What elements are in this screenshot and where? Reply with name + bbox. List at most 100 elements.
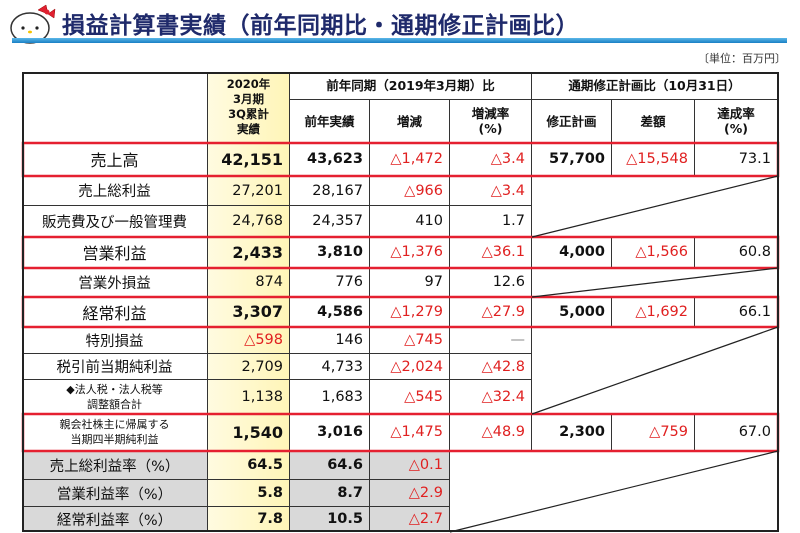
- row-value: △2.9: [370, 480, 450, 507]
- header-col-text: 増減: [396, 113, 422, 129]
- row-value: 24,768: [208, 206, 290, 237]
- row-value: △745: [370, 327, 450, 354]
- row-value-text: △1,376: [390, 244, 443, 260]
- row-value-text: △0.1: [408, 457, 443, 473]
- title-underline: [12, 38, 787, 43]
- row-value: 4,733: [290, 354, 370, 380]
- row-value: 28,167: [290, 176, 370, 206]
- row-value-text: 66.1: [738, 303, 771, 320]
- row-value-text: △2.9: [408, 485, 443, 501]
- row-value-text: 1,683: [321, 388, 363, 405]
- row-value: △3.4: [450, 176, 532, 206]
- row-value-text: 24,768: [232, 213, 283, 229]
- row-value-text: △32.4: [481, 388, 525, 405]
- row-label: 特別損益: [22, 327, 208, 354]
- row-label-text: 営業利益率（%）: [56, 486, 173, 503]
- row-value-text: 1,138: [241, 388, 283, 405]
- row-value: 10.5: [290, 507, 370, 532]
- row-value-text: 60.8: [738, 244, 771, 260]
- row-value-text: 97: [424, 274, 443, 290]
- row-value: 3,307: [208, 297, 290, 327]
- header-col-text: 修正計画: [546, 113, 597, 129]
- row-label-text: 売上総利益: [78, 184, 151, 200]
- row-value-text: 64.5: [247, 457, 283, 473]
- row-value-text: 5.8: [257, 485, 283, 501]
- row-value-text: 10.5: [327, 511, 363, 527]
- row-value-text: △759: [649, 424, 688, 440]
- row-value: 64.5: [208, 451, 290, 480]
- row-value-text: △42.8: [481, 358, 525, 375]
- row-value: 42,151: [208, 143, 290, 176]
- row-value-text: 1,540: [232, 422, 283, 442]
- row-label-text: 経常利益率（%）: [56, 512, 173, 529]
- row-value-text: △1,566: [635, 244, 688, 260]
- row-value: 2,709: [208, 354, 290, 380]
- blank-diagonal: [531, 326, 779, 415]
- row-value-text: 73.1: [738, 151, 771, 167]
- row-value: △966: [370, 176, 450, 206]
- row-value-text: △27.9: [481, 303, 525, 320]
- row-value-text: 410: [415, 213, 443, 229]
- row-value-text: 57,700: [549, 151, 605, 167]
- row-value: 64.6: [290, 451, 370, 480]
- row-label-text: 親会社株主に帰属する 当期四半期純利益: [59, 418, 170, 446]
- row-value-text: △1,475: [390, 424, 443, 440]
- row-value-text: 4,733: [321, 358, 363, 375]
- highlight-box: [21, 295, 780, 329]
- highlight-box: [21, 141, 780, 178]
- unit-label: 〔単位：百万円〕: [698, 52, 786, 65]
- row-value-text: 3,810: [317, 244, 363, 260]
- row-value-text: —: [510, 332, 526, 348]
- row-value-text: 3,016: [317, 424, 363, 440]
- row-value-text: △15,548: [626, 151, 688, 167]
- row-value-text: 2,433: [232, 242, 283, 262]
- row-label-text: 特別損益: [85, 333, 144, 350]
- row-value-text: 776: [335, 274, 363, 290]
- row-value-text: 2,709: [241, 358, 283, 375]
- row-value-text: 67.0: [738, 424, 771, 440]
- row-label-text: 売上総利益率（%）: [49, 458, 180, 475]
- row-value-text: 12.6: [492, 274, 525, 290]
- row-value-text: △1,692: [635, 303, 688, 320]
- row-label: 経常利益率（%）: [22, 507, 208, 532]
- row-value-text: 2,300: [559, 424, 605, 440]
- blank-diagonal: [531, 267, 779, 298]
- row-value: 2,433: [208, 237, 290, 268]
- header-current-text: 2020年 3月期 3Q累計 実績: [226, 77, 271, 136]
- row-value: 27,201: [208, 176, 290, 206]
- header-plan-group-text: 通期修正計画比（10月31日）: [568, 78, 741, 93]
- row-value: △42.8: [450, 354, 532, 380]
- row-value: △598: [208, 327, 290, 354]
- row-label-text: 営業外損益: [78, 275, 151, 292]
- row-value-text: 3,307: [232, 302, 283, 321]
- row-value-text: △1,279: [390, 303, 443, 320]
- row-label-text: 営業利益: [82, 244, 147, 263]
- row-value-text: △545: [404, 388, 443, 405]
- row-value-text: △48.9: [481, 424, 525, 440]
- row-value-text: 24,357: [312, 213, 363, 229]
- row-value: 8.7: [290, 480, 370, 507]
- row-label-text: 売上高: [90, 151, 139, 170]
- row-label-text: 販売費及び一般管理費: [42, 214, 187, 231]
- row-value-text: 4,586: [317, 303, 363, 320]
- row-value-text: △598: [244, 332, 283, 348]
- row-value-text: 64.6: [327, 457, 363, 473]
- blank-diagonal: [449, 450, 779, 533]
- row-value-text: 4,000: [559, 244, 605, 260]
- row-value-text: △36.1: [481, 244, 525, 260]
- row-value: —: [450, 327, 532, 354]
- row-value: △0.1: [370, 451, 450, 480]
- row-value-text: △2.7: [408, 511, 443, 527]
- row-value-text: 7.8: [257, 511, 283, 527]
- row-label-text: 経常利益: [82, 303, 147, 323]
- header-prev-group-text: 前年同期（2019年3月期）比: [326, 78, 495, 93]
- highlight-box: [21, 235, 780, 270]
- row-value-text: 5,000: [559, 303, 605, 320]
- row-value: 146: [290, 327, 370, 354]
- row-value-text: 42,151: [221, 149, 283, 169]
- row-value-text: △1,472: [390, 151, 443, 167]
- header-col-text: 前年実績: [304, 113, 355, 129]
- header-col-text: 達成率 (%): [717, 106, 755, 136]
- header-col-text: 増減率 (%): [471, 106, 510, 136]
